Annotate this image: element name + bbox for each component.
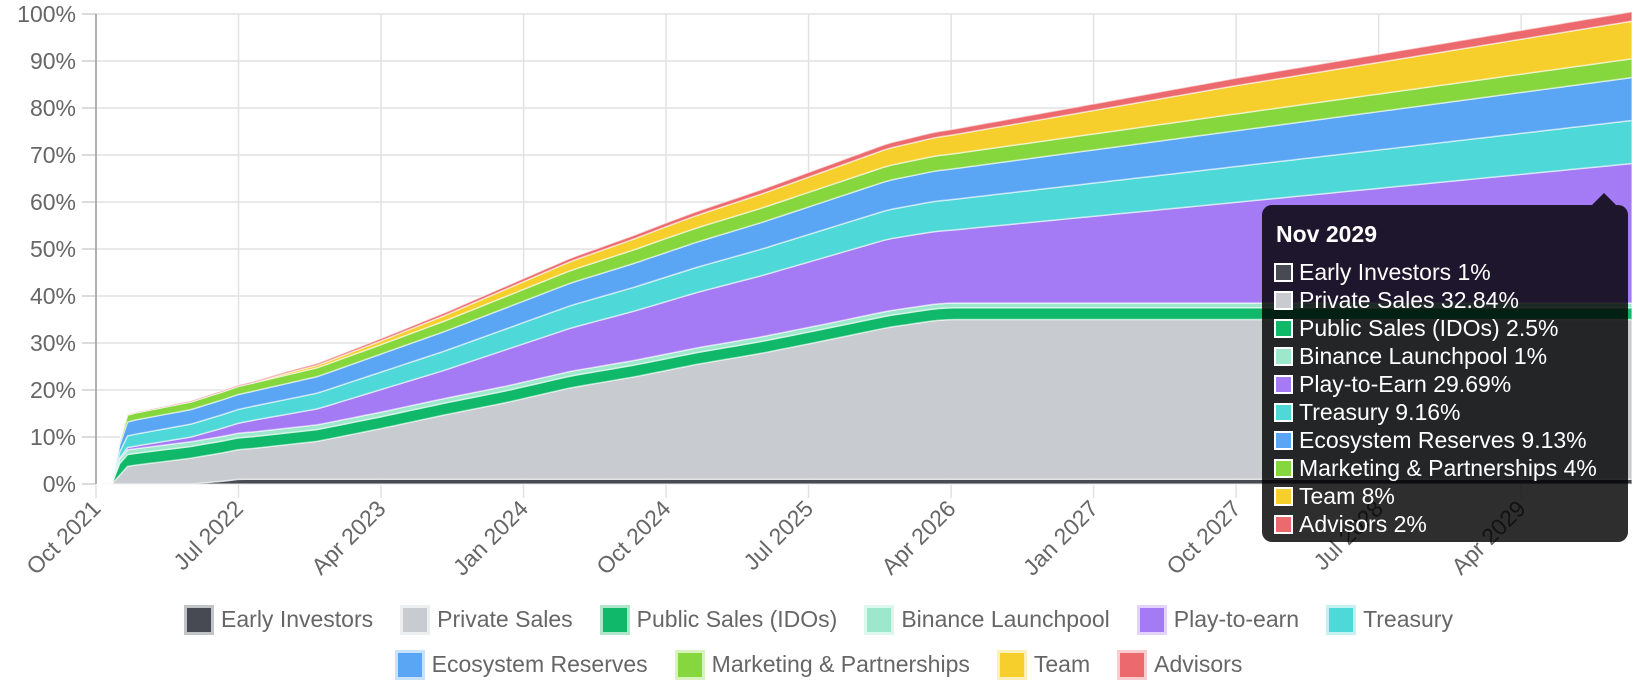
legend-item-team[interactable]: Team	[996, 649, 1091, 680]
y-tick-label: 80%	[30, 95, 76, 121]
tooltip-rows: Early Investors 1% Private Sales 32.84% Pu…	[1274, 258, 1616, 538]
legend-item-play-to-earn[interactable]: Play-to-earn	[1136, 604, 1300, 635]
tooltip-swatch	[1274, 486, 1293, 506]
legend-swatch	[400, 604, 431, 635]
legend-item-private-sales[interactable]: Private Sales	[400, 604, 573, 635]
tooltip-title: Nov 2029	[1276, 221, 1378, 247]
x-tick-label: Oct 2027	[1161, 495, 1245, 579]
tooltip-swatch	[1274, 374, 1293, 394]
tooltip-row: Binance Launchpool 1%	[1274, 342, 1616, 370]
x-tick-label: Oct 2024	[591, 495, 676, 580]
x-tick-label: Apr 2026	[876, 495, 960, 579]
tooltip-row: Private Sales 32.84%	[1274, 286, 1616, 314]
legend-label: Play-to-earn	[1173, 606, 1300, 632]
y-tick-label: 90%	[30, 48, 76, 74]
tooltip-row: Treasury 9.16%	[1274, 398, 1616, 426]
y-tick-label: 40%	[30, 283, 76, 309]
y-tick-label: 0%	[43, 471, 76, 497]
y-tick-label: 10%	[30, 424, 76, 450]
legend-label: Treasury	[1363, 606, 1453, 632]
legend-label: Public Sales (IDOs)	[636, 606, 838, 632]
tooltip-swatch	[1274, 402, 1293, 422]
tooltip-row-label: Marketing & Partnerships 4%	[1299, 454, 1597, 481]
legend-label: Ecosystem Reserves	[431, 651, 648, 677]
tooltip-swatch	[1274, 458, 1293, 478]
x-tick-label: Oct 2021	[21, 495, 105, 579]
legend-label: Advisors	[1154, 651, 1243, 677]
legend-swatch	[1136, 604, 1167, 635]
tooltip-swatch	[1274, 318, 1293, 338]
tooltip-row-label: Private Sales 32.84%	[1299, 286, 1519, 313]
legend-swatch	[996, 649, 1027, 680]
legend-swatch	[1117, 649, 1148, 680]
legend-label: Team	[1033, 651, 1091, 677]
legend-item-public-sales-idos[interactable]: Public Sales (IDOs)	[599, 604, 838, 635]
legend-item-binance-launchpool[interactable]: Binance Launchpool	[864, 604, 1110, 635]
tooltip-row-label: Binance Launchpool 1%	[1299, 342, 1548, 369]
legend-item-early-investors[interactable]: Early Investors	[184, 604, 374, 635]
legend-label: Early Investors	[221, 606, 374, 632]
legend-label: Private Sales	[437, 606, 573, 632]
y-tick-label: 50%	[30, 236, 76, 262]
tooltip-row-label: Ecosystem Reserves 9.13%	[1299, 426, 1587, 453]
tooltip-row-label: Public Sales (IDOs) 2.5%	[1299, 314, 1559, 341]
tooltip-row: Marketing & Partnerships 4%	[1274, 454, 1616, 482]
tooltip-row-label: Play-to-Earn 29.69%	[1299, 370, 1512, 397]
tooltip-row: Advisors 2%	[1274, 510, 1616, 538]
tooltip-row: Play-to-Earn 29.69%	[1274, 370, 1616, 398]
tooltip-row: Public Sales (IDOs) 2.5%	[1274, 314, 1616, 342]
legend-item-advisors[interactable]: Advisors	[1117, 649, 1243, 680]
tooltip: Nov 2029 Early Investors 1% Private Sales…	[1262, 193, 1628, 542]
x-tick-label: Jul 2025	[738, 495, 818, 575]
legend-label: Binance Launchpool	[901, 606, 1110, 632]
y-tick-label: 30%	[30, 330, 76, 356]
tooltip-row-label: Early Investors 1%	[1299, 258, 1491, 285]
legend-swatch	[599, 604, 630, 635]
tooltip-swatch	[1274, 430, 1293, 450]
legend-swatch	[394, 649, 425, 680]
tooltip-swatch	[1274, 346, 1293, 366]
tooltip-row: Early Investors 1%	[1274, 258, 1616, 286]
legend-item-treasury[interactable]: Treasury	[1326, 604, 1453, 635]
y-tick-label: 20%	[30, 377, 76, 403]
legend-item-marketing-partnerships[interactable]: Marketing & Partnerships	[674, 649, 970, 680]
legend-swatch	[674, 649, 705, 680]
tooltip-swatch	[1274, 290, 1293, 310]
area-series[interactable]	[95, 10, 1633, 485]
legend-item-ecosystem-reserves[interactable]: Ecosystem Reserves	[394, 649, 648, 680]
y-tick-label: 100%	[17, 1, 76, 27]
legend-swatch	[864, 604, 895, 635]
x-tick-label: Apr 2023	[306, 495, 390, 579]
tooltip-row-label: Advisors 2%	[1299, 510, 1427, 537]
legend: Early Investors Private Sales Public Sales…	[0, 604, 1640, 680]
tooltip-swatch	[1274, 262, 1293, 282]
x-tick-label: Jul 2022	[168, 495, 248, 575]
y-tick-label: 70%	[30, 142, 76, 168]
x-tick-label: Jan 2027	[1018, 495, 1103, 580]
tooltip-row: Team 8%	[1274, 482, 1616, 510]
tooltip-row: Ecosystem Reserves 9.13%	[1274, 426, 1616, 454]
y-tick-label: 60%	[30, 189, 76, 215]
legend-swatch	[184, 604, 215, 635]
tooltip-row-label: Treasury 9.16%	[1299, 398, 1461, 425]
area-advisors[interactable]	[95, 10, 1633, 485]
x-tick-label: Jan 2024	[448, 495, 533, 580]
legend-label: Marketing & Partnerships	[711, 651, 970, 677]
tooltip-row-label: Team 8%	[1299, 482, 1395, 509]
legend-swatch	[1326, 604, 1357, 635]
tooltip-swatch	[1274, 514, 1293, 534]
